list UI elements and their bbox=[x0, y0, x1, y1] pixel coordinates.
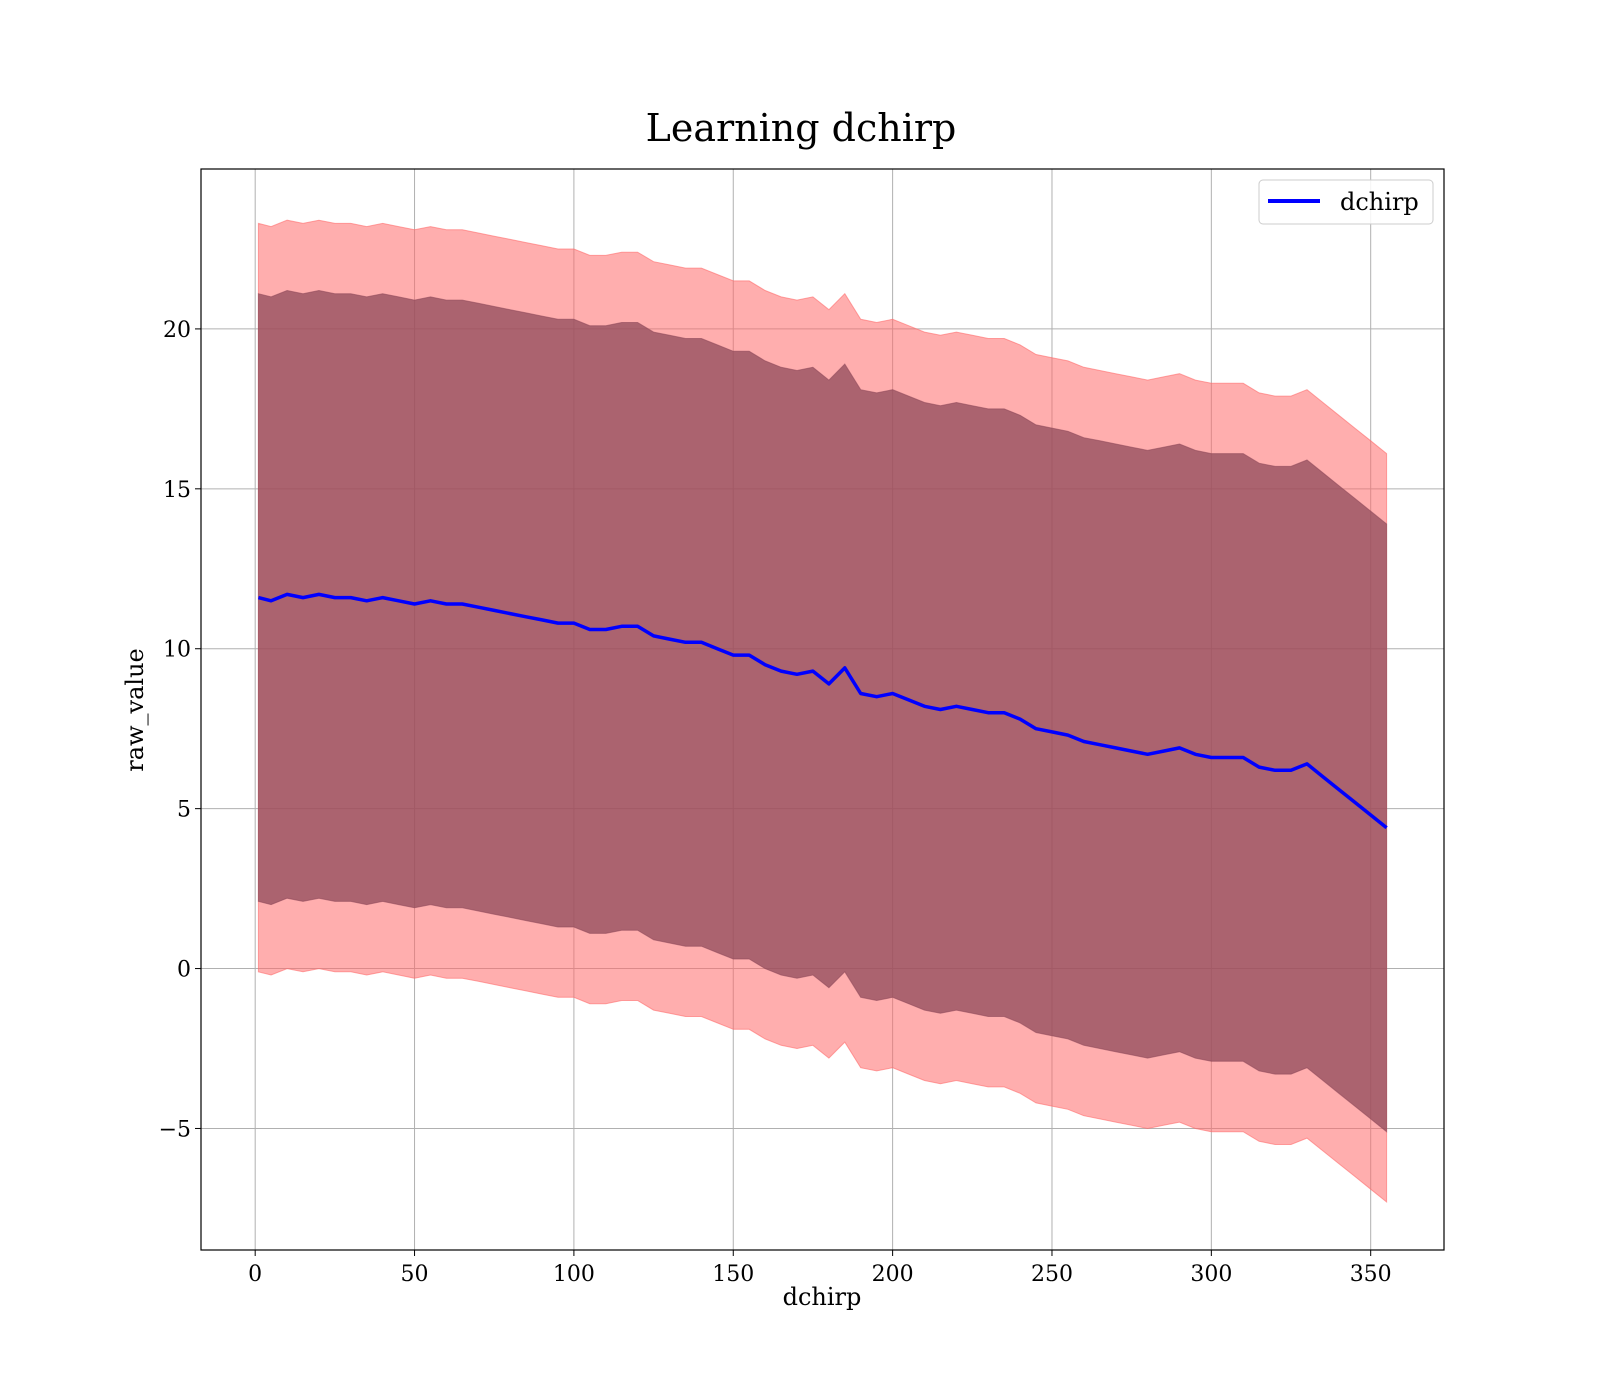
y-tick-label-2: 5 bbox=[177, 798, 191, 823]
y-tick-label-1: 0 bbox=[177, 958, 191, 983]
x-axis-ticks: 0 50 100 150 200 250 300 350 bbox=[248, 1250, 1392, 1287]
x-tick-label-5: 250 bbox=[1031, 1262, 1073, 1287]
x-tick-label-2: 100 bbox=[553, 1262, 595, 1287]
series-lines bbox=[257, 592, 1388, 830]
confidence-bands bbox=[257, 219, 1388, 1204]
y-axis-ticks: −5 0 5 10 15 20 bbox=[159, 318, 201, 1142]
legend-frame bbox=[1258, 179, 1434, 225]
y-axis-label: raw_value bbox=[121, 648, 149, 772]
legend: dchirp bbox=[1258, 179, 1434, 225]
x-axis-label: dchirp bbox=[783, 1283, 862, 1311]
x-tick-label-1: 50 bbox=[401, 1262, 429, 1287]
x-tick-label-0: 0 bbox=[248, 1262, 262, 1287]
x-tick-label-3: 150 bbox=[712, 1262, 754, 1287]
y-tick-label-5: 20 bbox=[163, 318, 191, 343]
y-tick-label-0: −5 bbox=[159, 1117, 191, 1142]
x-tick-label-4: 200 bbox=[872, 1262, 914, 1287]
series-line-dchirp bbox=[257, 592, 1388, 830]
x-tick-label-6: 300 bbox=[1190, 1262, 1232, 1287]
y-tick-label-3: 10 bbox=[163, 638, 191, 663]
confidence-band-1 bbox=[257, 289, 1388, 1133]
chart-title: Learning dchirp bbox=[646, 106, 957, 150]
x-tick-label-7: 350 bbox=[1350, 1262, 1392, 1287]
legend-label-dchirp: dchirp bbox=[1340, 188, 1419, 216]
plot-frame bbox=[200, 168, 1445, 1251]
y-tick-label-4: 15 bbox=[163, 478, 191, 503]
